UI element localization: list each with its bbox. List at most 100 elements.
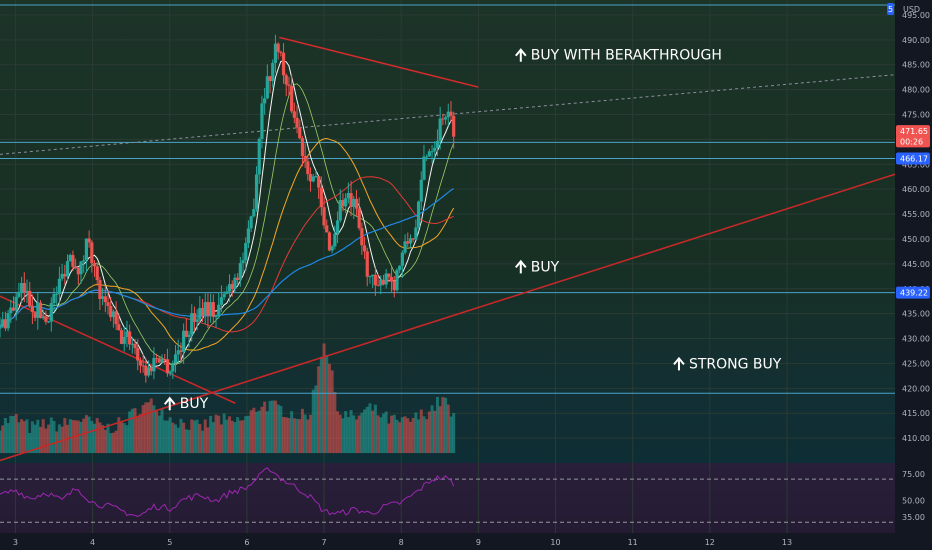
candle-body (38, 302, 43, 319)
volume-bar (225, 419, 229, 454)
volume-bar (209, 415, 213, 454)
volume-bar (260, 406, 264, 454)
candle-body (419, 179, 423, 202)
volume-bar (433, 410, 437, 454)
candle-body (422, 156, 426, 180)
price-pane-background (0, 0, 895, 463)
candle-body (438, 118, 442, 141)
candle-body (387, 273, 391, 278)
candle-body (200, 308, 205, 316)
volume-bar (422, 416, 426, 454)
candle-body (3, 319, 8, 329)
volume-bar (411, 417, 415, 454)
candle-body (357, 208, 361, 229)
price-tag (896, 152, 930, 165)
annotation-label: BUY (531, 259, 560, 275)
volume-bar (246, 415, 250, 454)
y-tick-label: 460.00 (902, 185, 930, 194)
candle-body (244, 243, 248, 261)
candle-body (371, 274, 375, 277)
candle-body (271, 62, 275, 82)
volume-bar (452, 413, 456, 454)
candle-body (435, 140, 440, 148)
price-tag-text: 00:26 (900, 137, 923, 146)
volume-bar (384, 411, 388, 454)
candle-body (400, 252, 404, 266)
up-arrow-icon (163, 396, 176, 411)
volume-bar (203, 419, 207, 454)
x-tick-label: 10 (550, 538, 560, 547)
candle-body (335, 220, 340, 234)
volume-bar (228, 416, 232, 454)
x-tick-label: 9 (476, 538, 481, 547)
candle-body (122, 336, 126, 344)
x-tick-label: 6 (244, 538, 249, 547)
candle-body (163, 358, 167, 360)
volume-bar (49, 417, 53, 454)
price-tag-text: 466.17 (900, 154, 928, 163)
candle-body (109, 305, 113, 318)
volume-bar (381, 413, 385, 454)
y-tick-label: 420.00 (902, 384, 930, 393)
candle-body (349, 193, 353, 207)
candle-body (379, 279, 383, 286)
y-tick-label: 480.00 (902, 86, 930, 95)
volume-bar (144, 402, 148, 454)
candle-body (47, 321, 51, 323)
candle-body (227, 284, 232, 292)
volume-bar (90, 420, 94, 454)
volume-bar (176, 427, 180, 454)
volume-bar (417, 419, 421, 454)
candle-body (160, 358, 164, 363)
candle-body (392, 281, 396, 291)
candle-body (65, 261, 70, 277)
volume-bar (206, 427, 210, 454)
currency-header: 5 USD (887, 3, 920, 15)
candle-body (284, 75, 288, 85)
volume-bar (446, 404, 450, 454)
volume-bar (298, 419, 302, 454)
candle-body (187, 334, 191, 337)
x-tick-label: 13 (782, 538, 792, 547)
volume-bar (255, 411, 259, 454)
candle-body (68, 255, 72, 262)
volume-bar (379, 417, 383, 454)
candle-body (341, 200, 345, 207)
candle-body (308, 174, 313, 182)
volume-bar (449, 416, 453, 454)
volume-bar (354, 419, 358, 454)
candle-body (225, 291, 229, 294)
volume-bar (84, 415, 88, 454)
candle-body (290, 85, 294, 112)
volume-bar (22, 421, 26, 454)
candle-body (306, 161, 310, 175)
volume-bar (349, 410, 353, 454)
volume-bar (271, 400, 275, 454)
volume-bar (6, 423, 10, 454)
price-tag-text: 471.65 (900, 127, 928, 136)
candle-body (333, 233, 337, 247)
volume-bar (128, 411, 132, 454)
candle-body (125, 331, 129, 337)
candlesticks (0, 34, 456, 383)
candle-body (273, 43, 278, 63)
volume-bar (400, 417, 404, 454)
volume-bar (25, 419, 29, 454)
candle-body (63, 273, 67, 277)
volume-bar (419, 409, 423, 454)
volume-bar (357, 415, 361, 454)
candle-body (246, 228, 251, 244)
volume-bar (311, 389, 315, 454)
volume-bar (306, 419, 310, 454)
candle-body (141, 365, 145, 367)
candle-body (311, 176, 315, 182)
candle-body (192, 313, 197, 322)
y-tick-label: 425.00 (902, 359, 930, 368)
candle-body (128, 331, 132, 345)
x-tick-label: 3 (13, 538, 18, 547)
volume-bar (122, 423, 126, 454)
candle-body (322, 207, 326, 226)
candle-body (263, 98, 267, 104)
y-tick-label: 465.00 (902, 160, 930, 169)
